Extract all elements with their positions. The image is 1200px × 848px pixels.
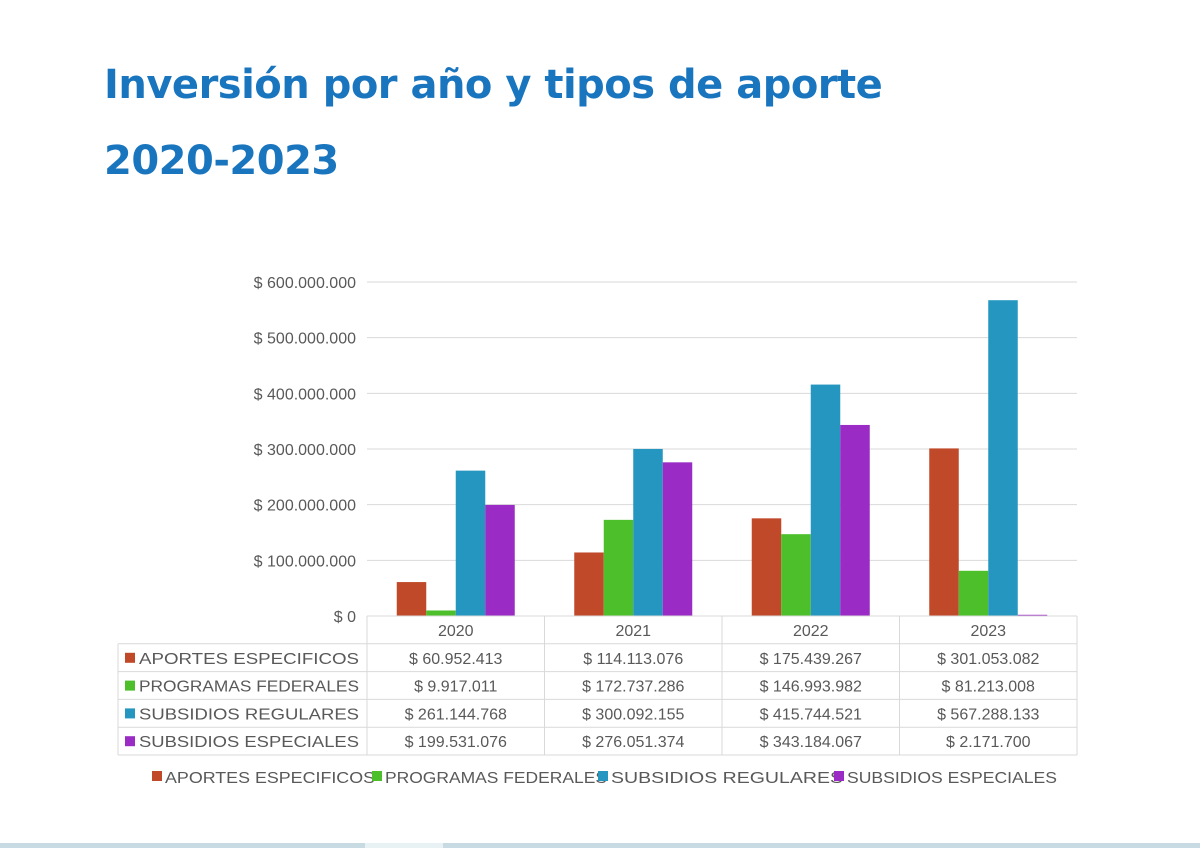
bar-0-0 bbox=[396, 582, 427, 616]
y-tick-label: $ 600.000.000 bbox=[254, 275, 356, 292]
data-label: $ 2.171.700 bbox=[946, 734, 1031, 751]
data-label: $ 146.993.982 bbox=[760, 679, 862, 696]
table-row-label: APORTES ESPECIFICOS bbox=[139, 651, 359, 668]
legend-key-3 bbox=[125, 736, 135, 747]
data-label: $ 261.144.768 bbox=[405, 706, 507, 723]
bar-1-0 bbox=[574, 552, 604, 616]
legend-label: PROGRAMAS FEDERALES bbox=[385, 770, 607, 787]
legend-key-1 bbox=[125, 680, 135, 691]
x-tick-label: 2023 bbox=[970, 623, 1006, 640]
data-label: $ 567.288.133 bbox=[937, 706, 1039, 723]
data-label: $ 415.744.521 bbox=[760, 706, 862, 723]
data-label: $ 114.113.076 bbox=[583, 651, 683, 668]
data-label: $ 175.439.267 bbox=[760, 651, 862, 668]
table-row-label: PROGRAMAS FEDERALES bbox=[139, 679, 359, 696]
legend-label: SUBSIDIOS ESPECIALES bbox=[847, 770, 1057, 787]
x-tick-label: 2021 bbox=[615, 623, 651, 640]
bar-2-1 bbox=[781, 534, 811, 616]
bar-3-2 bbox=[988, 300, 1018, 616]
legend-key-0 bbox=[125, 652, 135, 663]
y-tick-label: $ 300.000.000 bbox=[254, 442, 356, 459]
bar-3-3 bbox=[1017, 614, 1048, 616]
table-row-label: SUBSIDIOS ESPECIALES bbox=[139, 734, 359, 751]
legend-swatch-2 bbox=[598, 771, 608, 781]
legend-label: SUBSIDIOS REGULARES bbox=[611, 770, 843, 787]
bar-0-1 bbox=[426, 610, 456, 616]
bar-1-2 bbox=[633, 448, 663, 616]
bar-1-3 bbox=[662, 462, 693, 616]
data-label: $ 343.184.067 bbox=[760, 734, 862, 751]
data-label: $ 60.952.413 bbox=[409, 651, 503, 668]
data-label: $ 172.737.286 bbox=[582, 679, 684, 696]
table-row-label: SUBSIDIOS REGULARES bbox=[139, 706, 359, 723]
data-label: $ 81.213.008 bbox=[942, 679, 1036, 696]
legend-swatch-3 bbox=[834, 771, 844, 781]
bar-0-2 bbox=[455, 470, 486, 616]
bar-3-0 bbox=[929, 448, 959, 616]
bar-2-0 bbox=[751, 518, 782, 616]
legend-key-2 bbox=[125, 708, 135, 719]
x-tick-label: 2020 bbox=[438, 623, 474, 640]
y-tick-label: $ 200.000.000 bbox=[254, 498, 356, 515]
legend-swatch-1 bbox=[372, 771, 382, 781]
data-label: $ 9.917.011 bbox=[414, 679, 497, 696]
legend-label: APORTES ESPECIFICOS bbox=[165, 770, 375, 787]
data-label: $ 301.053.082 bbox=[937, 651, 1039, 668]
bar-1-1 bbox=[603, 519, 634, 616]
bottom-bar bbox=[0, 843, 1200, 848]
y-tick-label: $ 100.000.000 bbox=[254, 553, 356, 570]
y-tick-label: $ 500.000.000 bbox=[254, 331, 356, 348]
legend-swatch-0 bbox=[152, 771, 162, 781]
page-subtitle: 2020-2023 bbox=[104, 138, 339, 184]
x-tick-label: 2022 bbox=[793, 623, 829, 640]
data-label: $ 276.051.374 bbox=[582, 734, 684, 751]
bar-3-1 bbox=[958, 570, 989, 616]
bar-0-3 bbox=[485, 504, 515, 616]
y-tick-label: $ 0 bbox=[334, 609, 356, 626]
data-label: $ 300.092.155 bbox=[582, 706, 684, 723]
bar-2-2 bbox=[810, 384, 841, 616]
data-label: $ 199.531.076 bbox=[405, 734, 507, 751]
bar-2-3 bbox=[840, 424, 870, 616]
page-title: Inversión por año y tipos de aporte bbox=[104, 62, 883, 108]
y-tick-label: $ 400.000.000 bbox=[254, 386, 356, 403]
